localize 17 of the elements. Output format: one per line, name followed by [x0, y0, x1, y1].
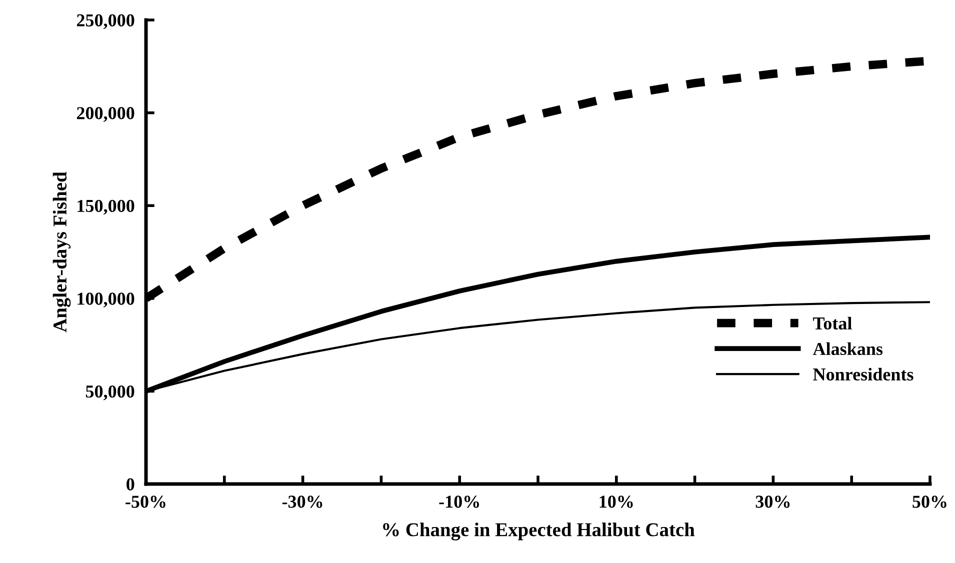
- legend-label: Total: [813, 316, 852, 330]
- y-tick-label: 150,000: [78, 200, 134, 215]
- x-tick-label: 30%: [756, 496, 790, 508]
- x-tick-label: 10%: [600, 496, 633, 508]
- y-tick-label: 200,000: [76, 107, 134, 122]
- x-tick-label: -50%: [126, 496, 166, 508]
- y-tick-label: 50,000: [86, 385, 134, 400]
- x-tick-label: 50%: [912, 496, 946, 508]
- x-tick-label: -10%: [439, 496, 479, 508]
- x-axis-title: % Change in Expected Halibut Catch: [383, 522, 695, 540]
- y-tick-label: 100,000: [78, 292, 134, 308]
- y-tick-label: 0: [126, 478, 134, 490]
- legend-label: Alaskans: [812, 342, 883, 356]
- x-tick-label: -30%: [282, 496, 322, 508]
- legend-label: Nonresidents: [813, 368, 914, 381]
- y-tick-label: 250,000: [76, 14, 134, 30]
- y-axis-title: Angler-days Fished: [52, 172, 71, 332]
